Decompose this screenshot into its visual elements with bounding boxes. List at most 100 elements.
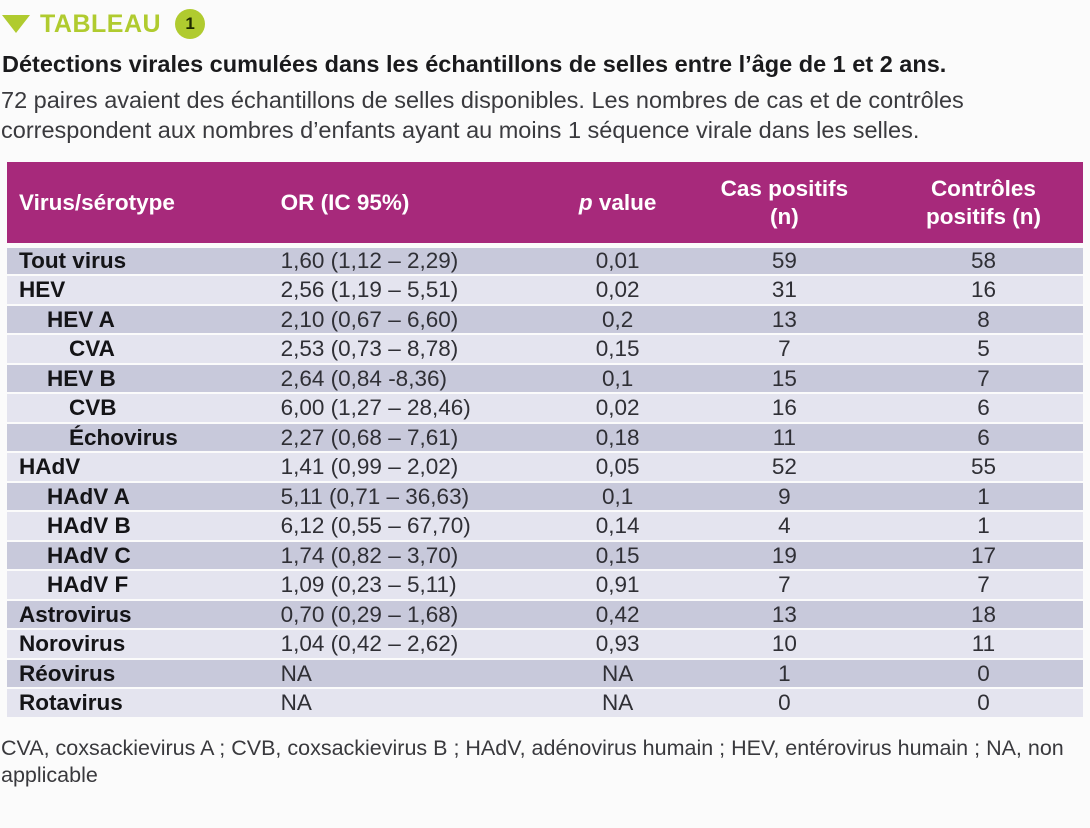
table-row: Réovirus NA NA 1 0: [7, 658, 1083, 690]
cell-controles-positifs: 1: [883, 481, 1083, 513]
cell-virus: HEV B: [7, 363, 271, 395]
cell-controles-positifs: 7: [883, 363, 1083, 395]
cell-cas-positifs: 13: [684, 599, 884, 631]
cell-cas-positifs: 15: [684, 363, 884, 395]
table-row: Norovirus 1,04 (0,42 – 2,62) 0,93 10 11: [7, 629, 1083, 660]
cell-or: 2,10 (0,67 – 6,60): [270, 304, 551, 336]
p-rest: value: [592, 189, 657, 215]
cell-virus: HEV: [7, 275, 271, 306]
cell-cas-positifs: 19: [684, 540, 884, 572]
cell-or: 1,41 (0,99 – 2,02): [270, 452, 551, 483]
cell-or: 1,74 (0,82 – 3,70): [270, 540, 551, 572]
table-row: CVA 2,53 (0,73 – 8,78) 0,15 7 5: [7, 334, 1083, 365]
cell-p-value: 0,42: [550, 599, 685, 631]
cell-controles-positifs: 17: [883, 540, 1083, 572]
cell-p-value: 0,14: [550, 511, 685, 542]
col-header-controles: Contrôles positifs (n): [883, 161, 1083, 249]
cell-controles-positifs: 1: [883, 511, 1083, 542]
table-title: Détections virales cumulées dans les éch…: [2, 51, 947, 77]
table-row: CVB 6,00 (1,27 – 28,46) 0,02 16 6: [7, 393, 1083, 424]
cell-or: 0,70 (0,29 – 1,68): [270, 599, 551, 631]
table-body: Tout virus 1,60 (1,12 – 2,29) 0,01 59 58 HEV 2…: [7, 245, 1083, 719]
cell-or: NA: [270, 688, 551, 719]
cell-virus: CVA: [7, 334, 271, 365]
cell-controles-positifs: 6: [883, 422, 1083, 454]
cell-p-value: 0,2: [550, 304, 685, 336]
cell-cas-positifs: 59: [684, 245, 884, 277]
cell-virus: HAdV B: [7, 511, 271, 542]
data-table: Virus/sérotype OR (IC 95%) p value Cas p…: [7, 161, 1083, 719]
cell-cas-positifs: 52: [684, 452, 884, 483]
table-row: HAdV C 1,74 (0,82 – 3,70) 0,15 19 17: [7, 540, 1083, 572]
cell-or: 1,09 (0,23 – 5,11): [270, 570, 551, 601]
cell-or: 2,64 (0,84 -8,36): [270, 363, 551, 395]
p-italic: p: [578, 189, 593, 215]
cell-cas-positifs: 7: [684, 334, 884, 365]
cell-virus: HAdV C: [7, 540, 271, 572]
cell-or: 1,60 (1,12 – 2,29): [270, 245, 551, 277]
col-header-pvalue: p value: [550, 161, 685, 249]
cell-p-value: 0,1: [550, 481, 685, 513]
cell-cas-positifs: 31: [684, 275, 884, 306]
cell-p-value: 0,05: [550, 452, 685, 483]
cell-controles-positifs: 0: [883, 658, 1083, 690]
cell-controles-positifs: 6: [883, 393, 1083, 424]
cell-controles-positifs: 18: [883, 599, 1083, 631]
cell-cas-positifs: 9: [684, 481, 884, 513]
table-subtitle: 72 paires avaient des échantillons de se…: [1, 87, 964, 144]
cell-cas-positifs: 13: [684, 304, 884, 336]
table-row: HAdV B 6,12 (0,55 – 67,70) 0,14 4 1: [7, 511, 1083, 542]
table-footnote: CVA, coxsackievirus A ; CVB, coxsackievi…: [1, 735, 1064, 787]
cell-virus: Norovirus: [7, 629, 271, 660]
table-row: Astrovirus 0,70 (0,29 – 1,68) 0,42 13 18: [7, 599, 1083, 631]
cell-virus: Échovirus: [7, 422, 271, 454]
table-row: HEV A 2,10 (0,67 – 6,60) 0,2 13 8: [7, 304, 1083, 336]
cell-or: 5,11 (0,71 – 36,63): [270, 481, 551, 513]
cell-or: 2,56 (1,19 – 5,51): [270, 275, 551, 306]
cell-controles-positifs: 55: [883, 452, 1083, 483]
cell-p-value: NA: [550, 658, 685, 690]
cell-controles-positifs: 7: [883, 570, 1083, 601]
col-header-cas: Cas positifs (n): [684, 161, 884, 249]
table-header: Virus/sérotype OR (IC 95%) p value Cas p…: [7, 161, 1083, 249]
table-kicker: TABLEAU 1: [0, 4, 1090, 40]
cell-cas-positifs: 16: [684, 393, 884, 424]
cell-p-value: 0,15: [550, 540, 685, 572]
cell-cas-positifs: 11: [684, 422, 884, 454]
cell-virus: Réovirus: [7, 658, 271, 690]
table-row: HAdV 1,41 (0,99 – 2,02) 0,05 52 55: [7, 452, 1083, 483]
table-row: Tout virus 1,60 (1,12 – 2,29) 0,01 59 58: [7, 245, 1083, 277]
table-row: HAdV A 5,11 (0,71 – 36,63) 0,1 9 1: [7, 481, 1083, 513]
cell-cas-positifs: 7: [684, 570, 884, 601]
cell-or: 2,27 (0,68 – 7,61): [270, 422, 551, 454]
table-row: HEV 2,56 (1,19 – 5,51) 0,02 31 16: [7, 275, 1083, 306]
cell-p-value: NA: [550, 688, 685, 719]
cell-virus: Tout virus: [7, 245, 271, 277]
col-header-or: OR (IC 95%): [270, 161, 551, 249]
cell-or: NA: [270, 658, 551, 690]
header-row: Virus/sérotype OR (IC 95%) p value Cas p…: [7, 161, 1083, 249]
cell-p-value: 0,02: [550, 275, 685, 306]
cell-cas-positifs: 10: [684, 629, 884, 660]
cell-virus: HEV A: [7, 304, 271, 336]
cell-p-value: 0,1: [550, 363, 685, 395]
cell-cas-positifs: 1: [684, 658, 884, 690]
cell-p-value: 0,01: [550, 245, 685, 277]
cell-virus: Rotavirus: [7, 688, 271, 719]
cell-controles-positifs: 0: [883, 688, 1083, 719]
cell-cas-positifs: 4: [684, 511, 884, 542]
cell-or: 1,04 (0,42 – 2,62): [270, 629, 551, 660]
cell-or: 6,12 (0,55 – 67,70): [270, 511, 551, 542]
table-row: Échovirus 2,27 (0,68 – 7,61) 0,18 11 6: [7, 422, 1083, 454]
cell-p-value: 0,93: [550, 629, 685, 660]
cell-p-value: 0,02: [550, 393, 685, 424]
cell-or: 6,00 (1,27 – 28,46): [270, 393, 551, 424]
table-number-badge: 1: [175, 9, 206, 39]
cell-virus: Astrovirus: [7, 599, 271, 631]
cell-controles-positifs: 5: [883, 334, 1083, 365]
cell-controles-positifs: 8: [883, 304, 1083, 336]
table-row: HEV B 2,64 (0,84 -8,36) 0,1 15 7: [7, 363, 1083, 395]
cell-or: 2,53 (0,73 – 8,78): [270, 334, 551, 365]
cell-controles-positifs: 16: [883, 275, 1083, 306]
